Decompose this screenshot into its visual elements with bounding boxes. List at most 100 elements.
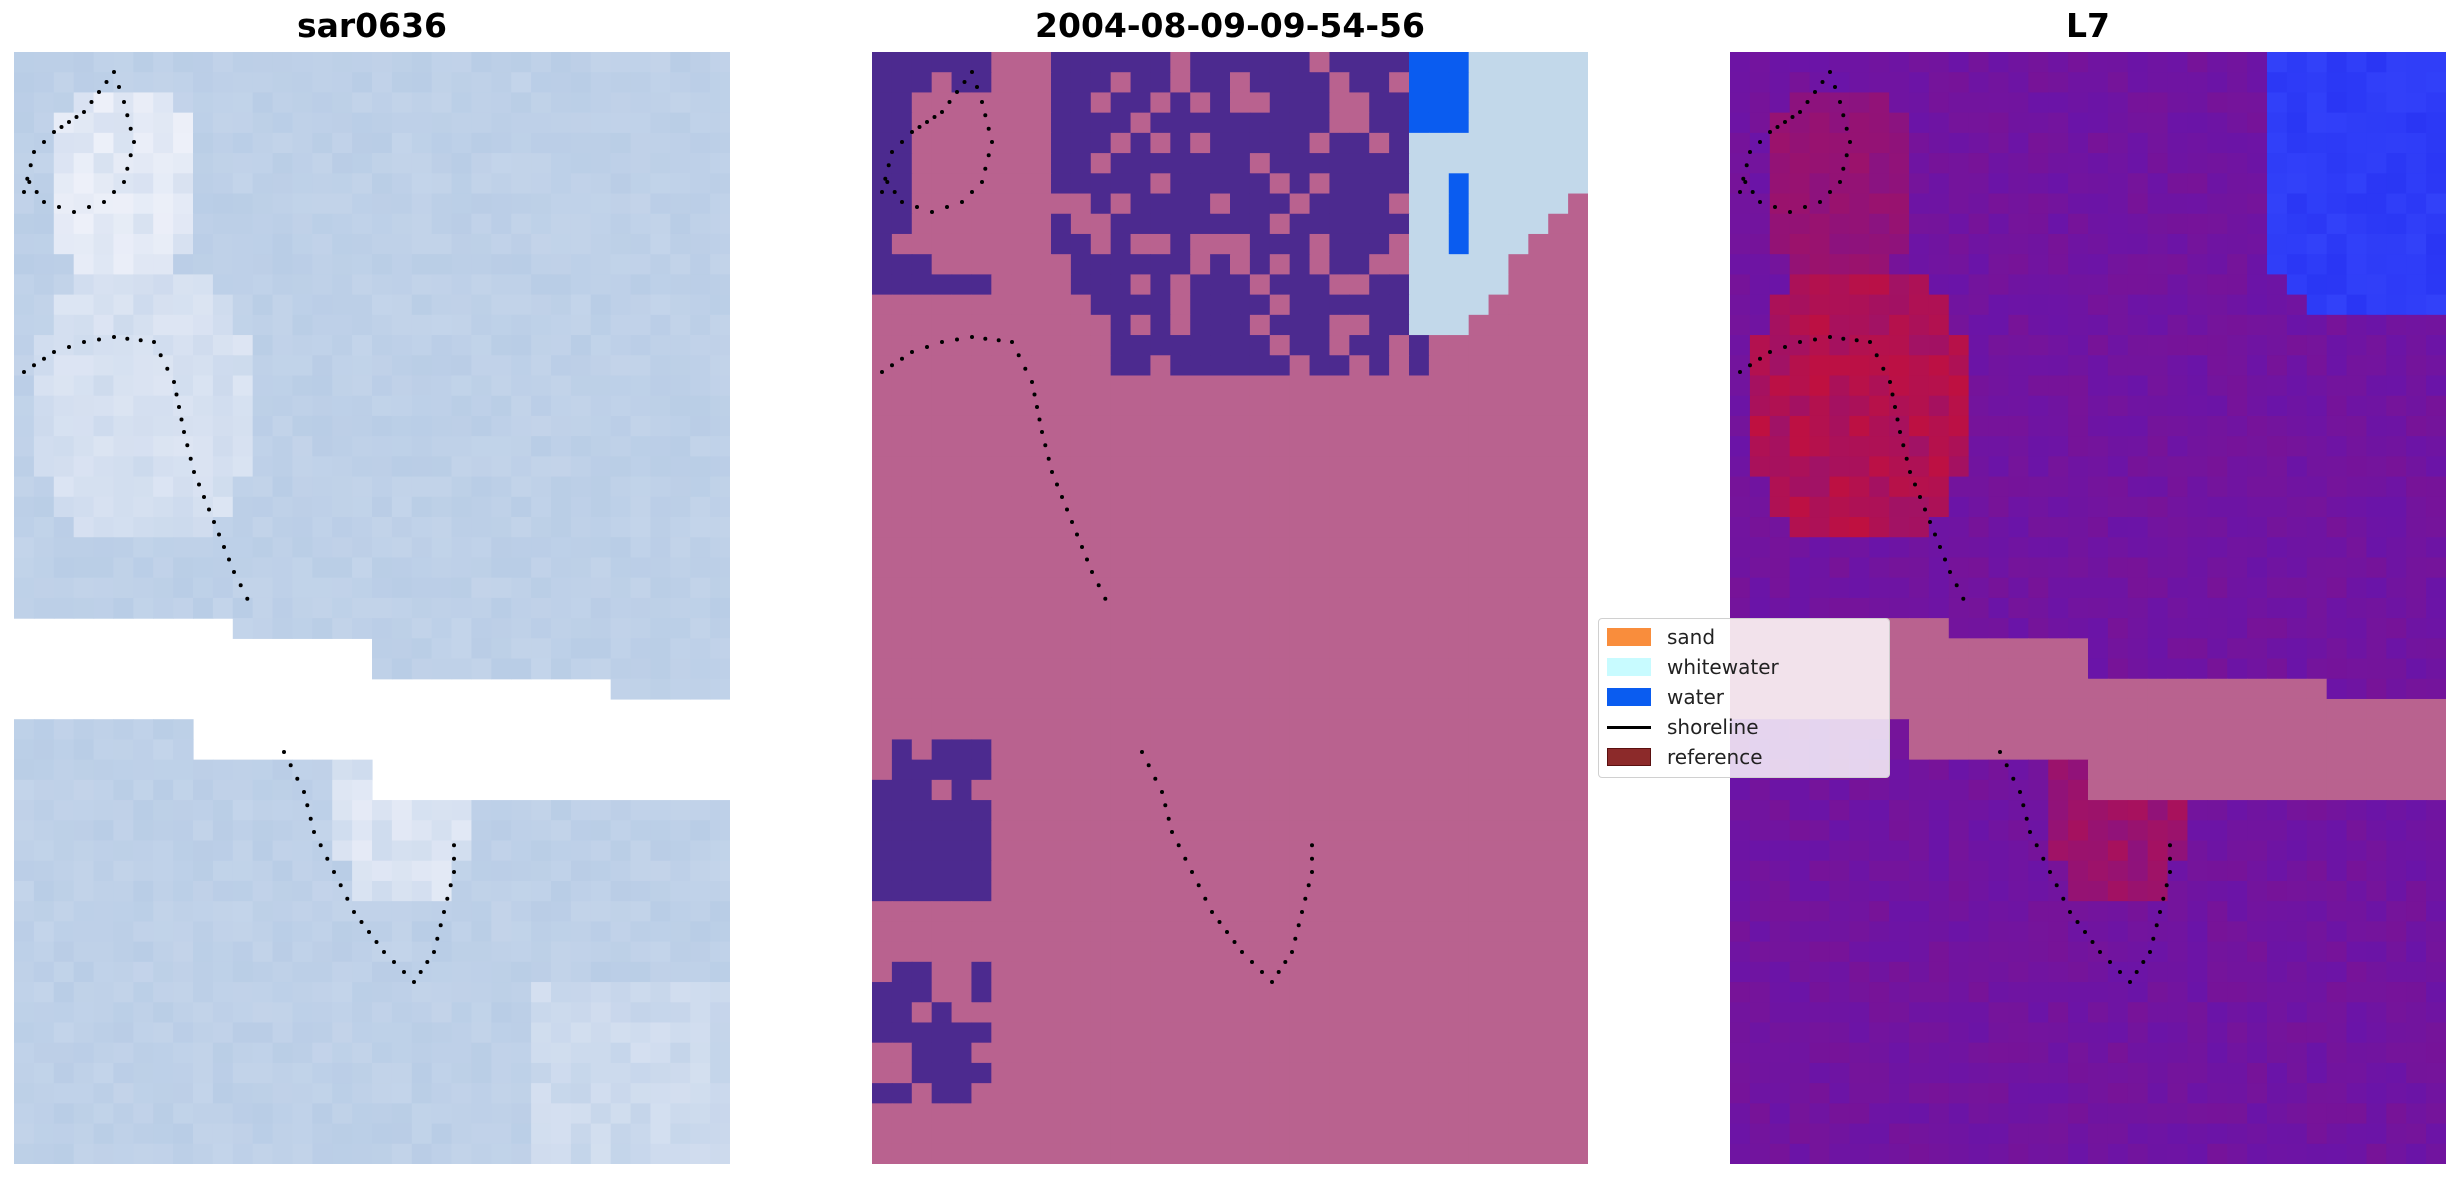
rgb-pixel — [352, 1143, 373, 1164]
rgb-pixel — [710, 496, 730, 518]
index-pixel — [2028, 517, 2049, 538]
index-pixel — [2366, 254, 2387, 275]
index-pixel — [1869, 517, 1890, 538]
class-pixel — [1409, 294, 1430, 316]
class-pixel — [1269, 1123, 1291, 1145]
class-pixel — [1110, 456, 1132, 478]
class-pixel — [1011, 880, 1032, 902]
index-pixel — [2068, 395, 2089, 417]
rgb-pixel — [93, 254, 115, 275]
rgb-pixel — [511, 901, 532, 922]
class-pixel — [1349, 1002, 1370, 1024]
class-pixel — [951, 840, 973, 862]
rgb-pixel — [372, 92, 393, 114]
rgb-pixel — [710, 72, 730, 94]
rgb-pixel — [133, 52, 154, 73]
class-pixel — [931, 1123, 953, 1145]
class-pixel — [1548, 213, 1569, 235]
class-pixel — [1389, 1062, 1410, 1084]
index-pixel — [2267, 355, 2288, 377]
index-pixel — [2267, 254, 2288, 275]
rgb-pixel — [14, 800, 35, 821]
class-pixel — [1488, 921, 1510, 943]
rgb-pixel — [53, 193, 75, 215]
class-pixel — [1309, 921, 1331, 943]
rgb-pixel — [272, 375, 294, 397]
class-pixel — [1548, 678, 1569, 700]
class-pixel — [1448, 1062, 1470, 1084]
class-pixel — [872, 557, 893, 579]
index-pixel — [2366, 335, 2387, 356]
rgb-pixel — [570, 314, 592, 336]
shoreline-point — [382, 950, 386, 954]
rgb-pixel — [372, 436, 393, 457]
rgb-pixel — [431, 1083, 453, 1104]
rgb-pixel — [133, 254, 154, 275]
class-pixel — [1528, 820, 1549, 842]
class-pixel — [1309, 132, 1331, 154]
class-pixel — [931, 1143, 953, 1164]
class-pixel — [1488, 355, 1510, 377]
class-pixel — [1150, 880, 1171, 902]
index-pixel — [1849, 496, 1870, 518]
rgb-pixel — [391, 982, 413, 1003]
class-pixel — [1329, 982, 1350, 1003]
index-pixel — [1909, 274, 1930, 296]
rgb-pixel — [93, 132, 115, 154]
class-pixel — [1269, 719, 1291, 741]
rgb-pixel — [610, 577, 632, 599]
shoreline-point — [418, 970, 423, 974]
rgb-pixel — [690, 618, 711, 639]
index-pixel — [2167, 395, 2189, 417]
class-pixel — [1448, 638, 1470, 660]
rgb-pixel — [372, 254, 393, 275]
index-pixel — [2267, 72, 2288, 94]
index-pixel — [2386, 618, 2407, 639]
class-pixel — [1051, 92, 1072, 114]
index-pixel — [2406, 274, 2427, 296]
index-pixel — [2187, 72, 2208, 94]
rgb-pixel — [590, 577, 612, 599]
index-pixel — [2167, 557, 2189, 579]
rgb-pixel — [232, 1123, 254, 1145]
index-pixel — [2207, 132, 2228, 154]
class-pixel — [991, 436, 1012, 457]
rgb-pixel — [73, 961, 95, 983]
rgb-pixel — [133, 840, 154, 862]
rgb-pixel — [491, 193, 512, 215]
rgb-pixel — [372, 618, 393, 639]
rgb-pixel — [212, 759, 234, 781]
rgb-pixel — [372, 415, 393, 437]
rgb-pixel — [113, 719, 134, 741]
class-pixel — [1011, 254, 1032, 275]
class-pixel — [1488, 1123, 1510, 1145]
class-pixel — [991, 517, 1012, 538]
rgb-pixel — [153, 335, 174, 356]
class-pixel — [1389, 759, 1410, 781]
index-pixel — [2306, 375, 2328, 397]
index-pixel — [2267, 233, 2288, 255]
rgb-pixel — [551, 860, 572, 882]
index-pixel — [1889, 496, 1910, 518]
rgb-pixel — [411, 921, 433, 943]
class-pixel — [911, 496, 933, 518]
class-pixel — [931, 840, 953, 862]
rgb-pixel — [630, 618, 652, 639]
rgb-pixel — [332, 335, 353, 356]
class-pixel — [891, 800, 913, 821]
rgb-pixel — [312, 375, 333, 397]
rgb-pixel — [471, 860, 492, 882]
class-pixel — [1309, 314, 1331, 336]
class-pixel — [1090, 800, 1112, 821]
class-pixel — [1269, 739, 1291, 761]
class-pixel — [911, 52, 933, 73]
rgb-pixel — [551, 375, 572, 397]
index-pixel — [2247, 375, 2268, 397]
rgb-pixel — [710, 921, 730, 943]
shoreline-point — [102, 200, 106, 204]
class-pixel — [1190, 254, 1211, 275]
shoreline-point — [970, 190, 974, 194]
class-pixel — [1508, 112, 1529, 134]
class-pixel — [1130, 335, 1152, 356]
index-pixel — [2028, 436, 2049, 457]
